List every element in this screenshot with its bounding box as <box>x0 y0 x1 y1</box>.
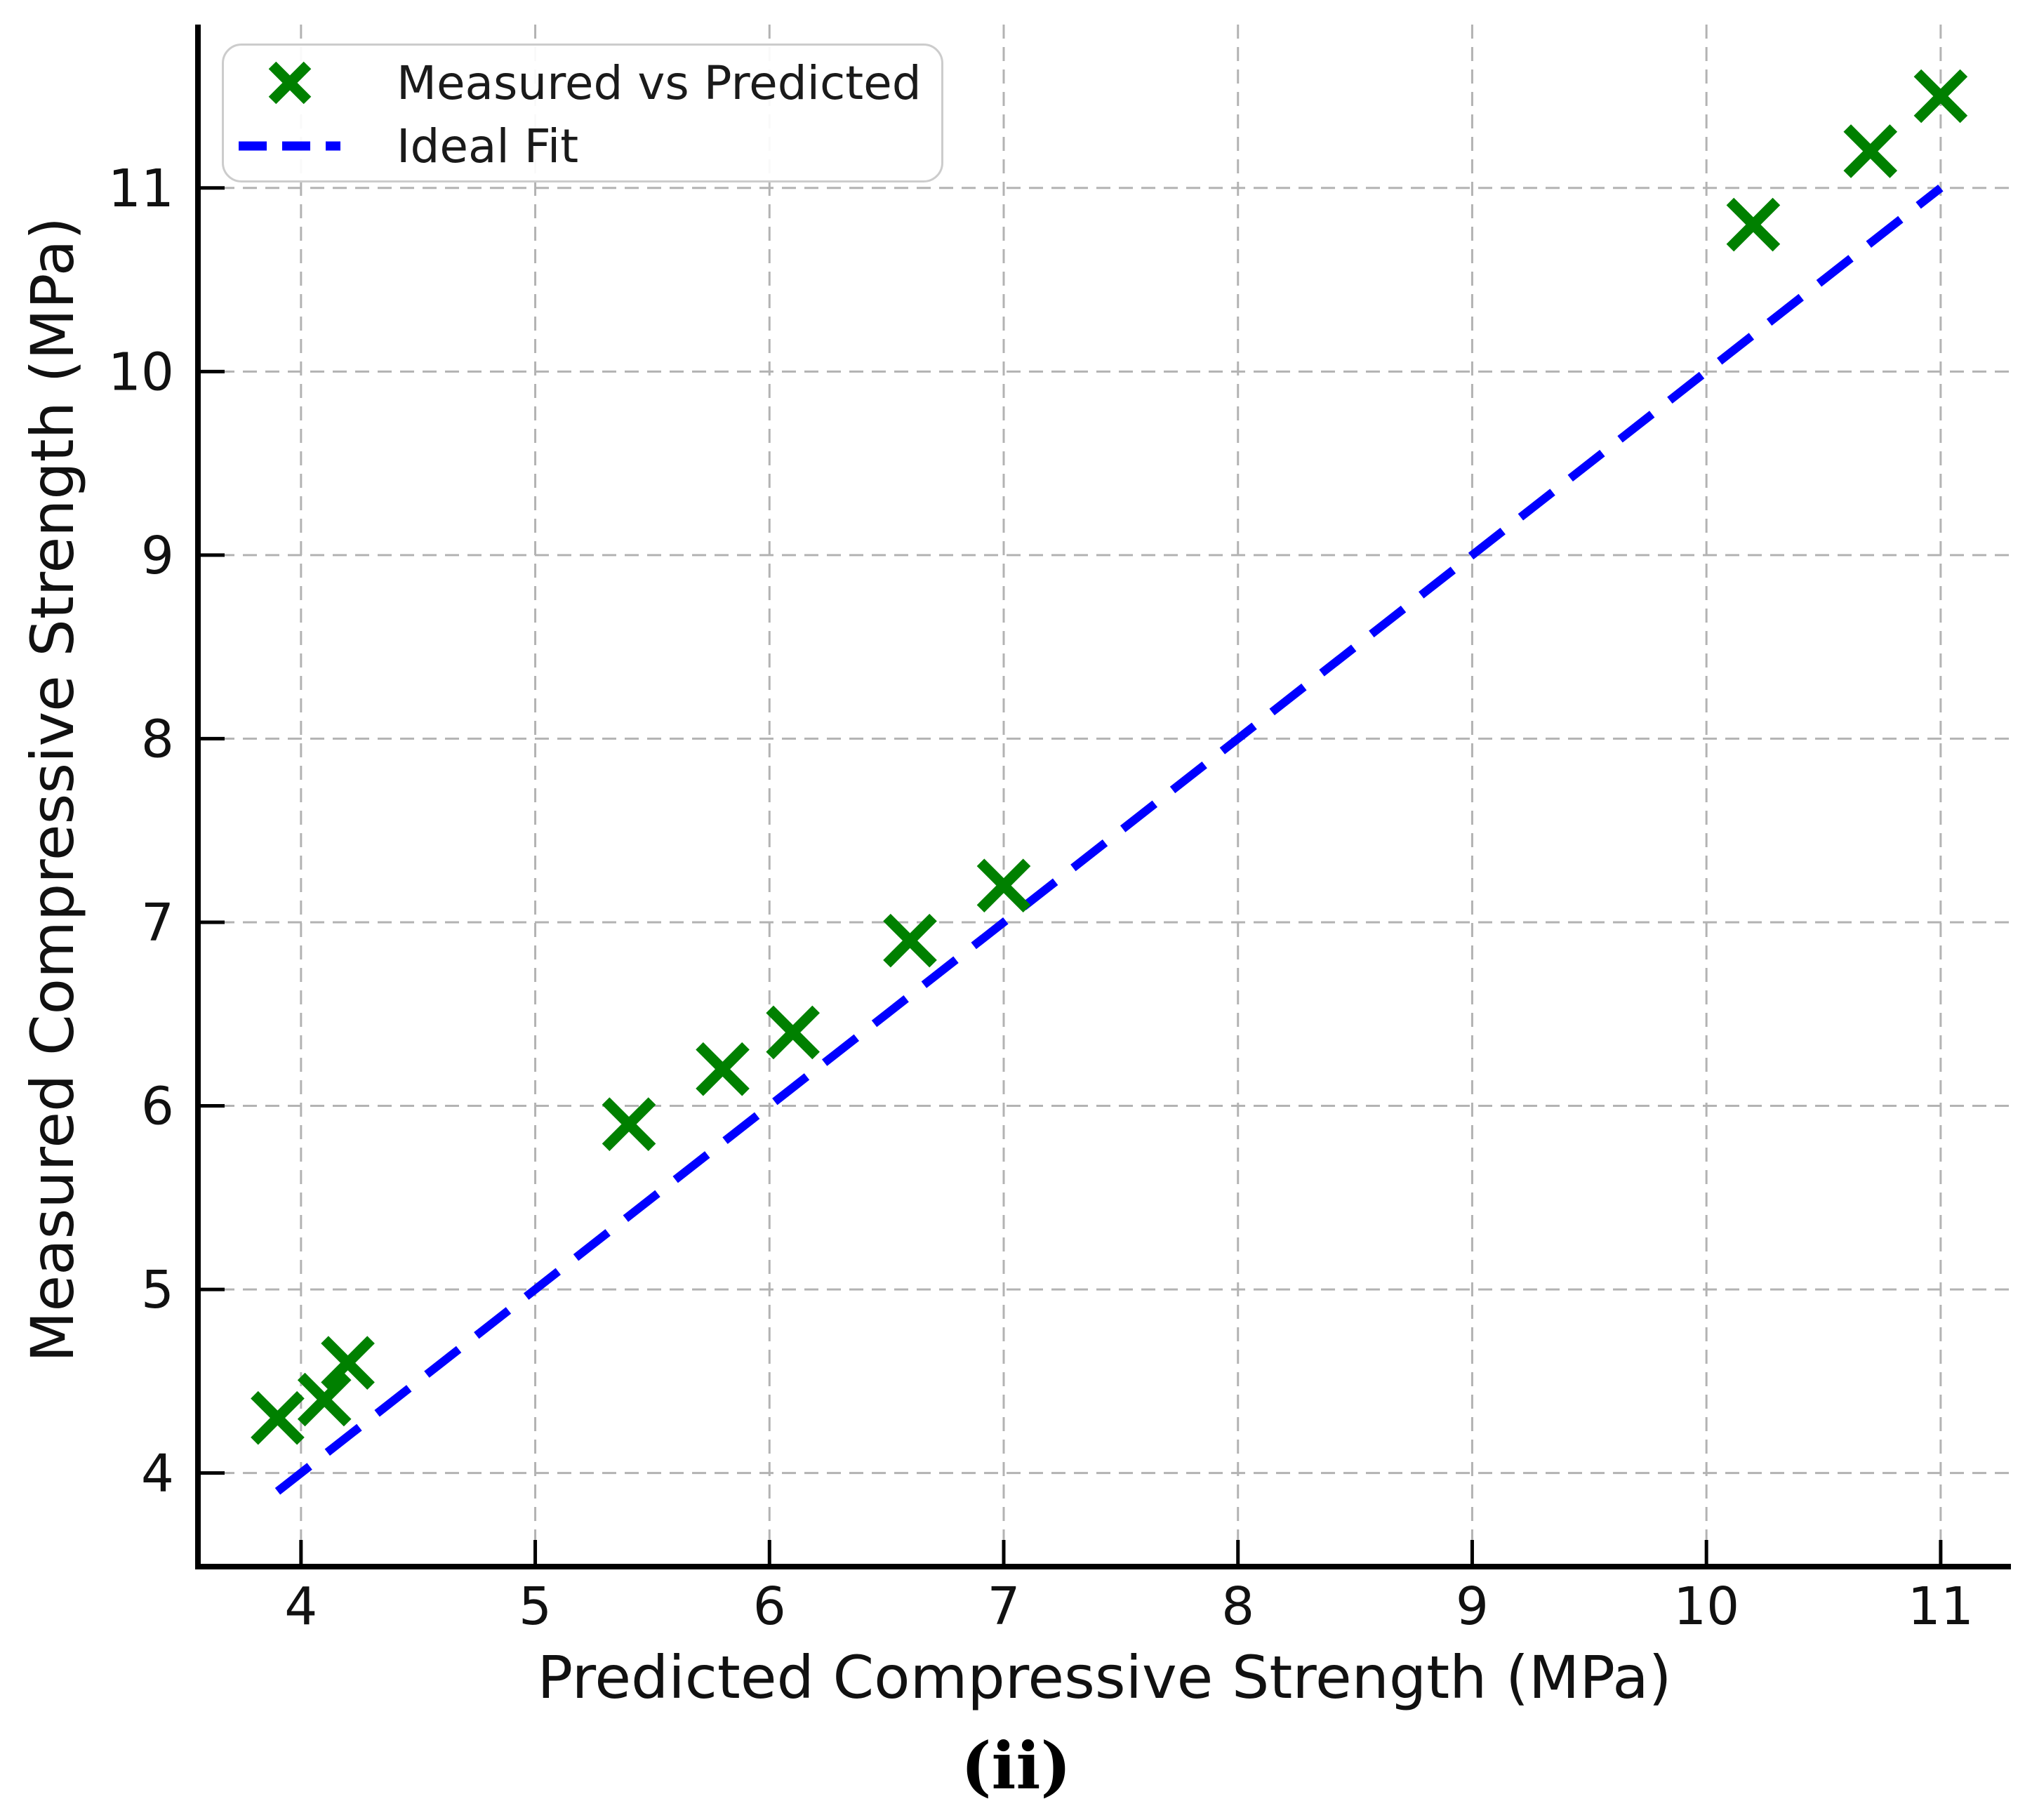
data-point-x-marker <box>696 1042 750 1096</box>
y-tick-label: 9 <box>141 526 174 586</box>
legend-label-measured: Measured vs Predicted <box>397 55 922 110</box>
data-point-x-marker <box>883 913 937 968</box>
x-axis-label: Predicted Compressive Strength (MPa) <box>537 1643 1672 1712</box>
x-tick-label: 6 <box>753 1576 786 1637</box>
data-point-x-marker <box>602 1097 656 1151</box>
y-axis-label: Measured Compressive Strength (MPa) <box>18 217 87 1362</box>
y-tick-label: 10 <box>108 342 174 402</box>
x-tick-label: 8 <box>1221 1576 1254 1637</box>
data-point-x-marker <box>976 858 1031 912</box>
gridlines <box>198 25 2011 1567</box>
data-point-x-marker <box>1726 197 1781 252</box>
x-tick-label: 4 <box>284 1576 317 1637</box>
y-tick-label: 4 <box>141 1444 174 1504</box>
x-tick-label: 11 <box>1908 1576 1974 1637</box>
data-point-x-marker <box>1913 69 1968 124</box>
y-tick-label: 5 <box>141 1260 174 1320</box>
x-tick-label: 10 <box>1673 1576 1739 1637</box>
data-point-x-marker <box>251 1390 305 1445</box>
y-tick-label: 7 <box>141 893 174 953</box>
data-point-x-marker <box>297 1372 352 1427</box>
x-tick-label: 5 <box>519 1576 552 1637</box>
x-axis: 4 5 6 7 8 9 10 11 <box>284 1540 1974 1637</box>
y-tick-label: 11 <box>108 159 174 219</box>
data-point-x-marker <box>321 1336 375 1390</box>
legend-label-ideal-fit: Ideal Fit <box>397 119 579 173</box>
data-point-x-marker <box>766 1005 820 1060</box>
axis-spines <box>195 25 2011 1569</box>
dashed-line-icon <box>239 140 340 152</box>
legend-item-ideal-fit: Ideal Fit <box>224 114 941 178</box>
y-tick-label: 6 <box>141 1077 174 1137</box>
x-tick-label: 9 <box>1456 1576 1489 1637</box>
y-axis: 4 5 6 7 8 9 10 11 <box>108 159 225 1504</box>
legend-item-measured-vs-predicted: Measured vs Predicted <box>224 51 941 114</box>
x-marker-icon <box>239 57 340 109</box>
scatter-series <box>251 69 1968 1445</box>
y-tick-label: 8 <box>141 709 174 769</box>
x-tick-label: 7 <box>987 1576 1020 1637</box>
legend: Measured vs Predicted Ideal Fit <box>222 44 943 182</box>
figure-caption: (ii) <box>961 1728 1071 1804</box>
ideal-fit-line <box>274 185 1944 1495</box>
data-point-x-marker <box>1843 124 1898 178</box>
